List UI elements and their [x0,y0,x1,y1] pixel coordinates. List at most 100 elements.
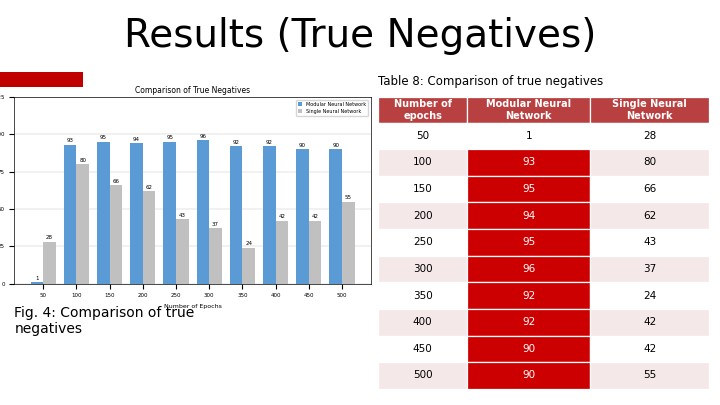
Bar [0,72,83,87]
Text: 96: 96 [199,134,207,139]
Text: Results (True Negatives): Results (True Negatives) [124,17,596,55]
Text: 95: 95 [100,135,107,141]
Text: 450: 450 [413,344,433,354]
Bar [329,149,342,284]
Bar [378,282,467,309]
Text: 92: 92 [522,317,536,327]
Bar [467,256,590,282]
Bar [31,282,43,284]
Text: 24: 24 [643,291,656,301]
Bar [109,185,122,284]
Bar [378,362,467,389]
Bar [342,202,355,284]
Bar [467,362,590,389]
Text: 400: 400 [413,317,433,327]
Bar [243,248,255,284]
Bar [590,229,709,256]
Bar [590,336,709,362]
Bar [378,309,467,336]
Text: 1: 1 [526,131,532,141]
Text: 66: 66 [643,184,656,194]
Text: 93: 93 [522,158,536,168]
Text: 100: 100 [413,158,433,168]
Bar [378,202,467,229]
Bar [590,362,709,389]
Bar [590,202,709,229]
Text: 66: 66 [112,179,120,183]
Text: 92: 92 [522,291,536,301]
Title: Comparison of True Negatives: Comparison of True Negatives [135,86,250,95]
Bar [43,242,56,284]
Text: 42: 42 [279,214,285,220]
Bar [378,336,467,362]
Text: 94: 94 [522,211,536,221]
Text: 300: 300 [413,264,433,274]
Text: 42: 42 [312,214,318,220]
Bar [378,123,467,149]
Bar [296,149,309,284]
Text: 250: 250 [413,237,433,247]
Bar [378,229,467,256]
Text: Fig. 4: Comparison of true
negatives: Fig. 4: Comparison of true negatives [14,306,194,337]
X-axis label: Number of Epochs: Number of Epochs [163,304,222,309]
Bar [76,164,89,284]
Text: 200: 200 [413,211,433,221]
Text: 28: 28 [46,235,53,240]
Bar [590,256,709,282]
Bar [467,229,590,256]
Text: Table 8: Comparison of true negatives: Table 8: Comparison of true negatives [378,75,603,88]
Text: 92: 92 [266,140,273,145]
Bar [263,146,276,284]
Text: Single Neural
Network: Single Neural Network [612,99,687,121]
Text: 90: 90 [299,143,306,148]
Text: 96: 96 [522,264,536,274]
Bar [197,141,210,284]
Text: 55: 55 [345,195,352,200]
Text: 92: 92 [233,140,240,145]
Bar [467,149,590,176]
Bar [230,146,243,284]
Legend: Modular Neural Network, Single Neural Network: Modular Neural Network, Single Neural Ne… [296,100,369,116]
Text: Modular Neural
Network: Modular Neural Network [486,99,571,121]
Text: 43: 43 [643,237,656,247]
Text: 95: 95 [166,135,174,141]
Bar [130,143,143,284]
Bar [64,145,76,284]
Text: 62: 62 [145,185,153,190]
Text: 62: 62 [643,211,656,221]
Text: 28: 28 [643,131,656,141]
Bar [590,123,709,149]
Bar [590,309,709,336]
Text: 90: 90 [522,344,535,354]
Text: 350: 350 [413,291,433,301]
Bar [467,202,590,229]
Text: 55: 55 [643,371,656,380]
Bar [378,176,467,202]
Bar [378,97,467,123]
Text: 500: 500 [413,371,433,380]
Text: 1: 1 [35,275,39,281]
Text: 93: 93 [67,139,73,143]
Bar [467,97,590,123]
Text: 43: 43 [179,213,186,218]
Text: 37: 37 [643,264,656,274]
Bar [378,256,467,282]
Bar [378,149,467,176]
Bar [467,123,590,149]
Text: 95: 95 [522,237,536,247]
Bar [467,336,590,362]
Bar [210,228,222,284]
Text: 42: 42 [643,317,656,327]
Bar [97,142,109,284]
Bar [176,220,189,284]
Bar [163,142,176,284]
Bar [467,176,590,202]
Bar [590,149,709,176]
Text: 80: 80 [643,158,656,168]
Text: 95: 95 [522,184,536,194]
Text: 94: 94 [133,137,140,142]
Text: 150: 150 [413,184,433,194]
Text: 42: 42 [643,344,656,354]
Text: 90: 90 [522,371,535,380]
Text: 90: 90 [332,143,339,148]
